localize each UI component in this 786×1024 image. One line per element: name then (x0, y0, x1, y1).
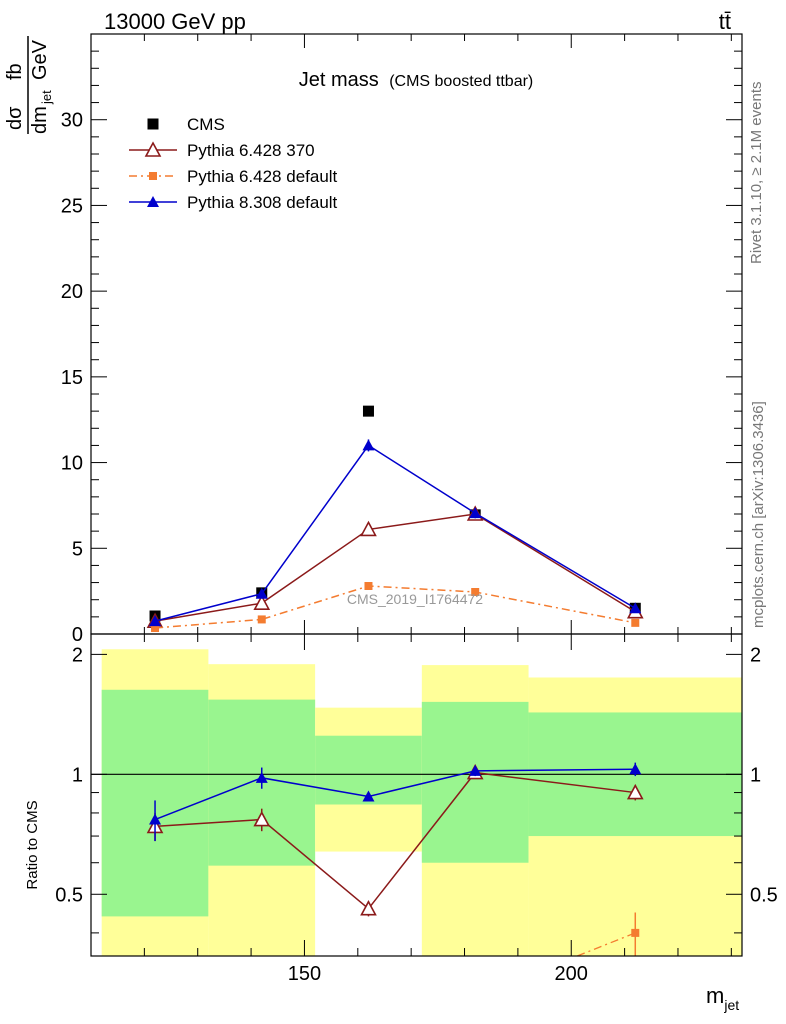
main-point-cms (362, 405, 374, 417)
x-axis-label-sub: jet (723, 997, 739, 1013)
ratio-point-pythia-6-428-370 (253, 810, 271, 827)
main-point-pythia-6-428-370 (253, 594, 271, 610)
main-point-pythia-8-308-default (629, 602, 642, 614)
ratio-y-tick-label: 1 (72, 764, 83, 786)
ratio-point-pythia-8-308-default (362, 790, 375, 802)
ratio-point-pythia-8-308-default (469, 764, 482, 776)
ratio-band-inner (421, 701, 529, 863)
header-collision-label: 13000 GeV pp (104, 9, 246, 34)
main-point-pythia-8-308-default (255, 587, 268, 599)
main-y-tick-label: 15 (61, 367, 83, 389)
main-point-pythia-6-428-370 (360, 520, 377, 537)
main-point-pythia-6-428-default (631, 618, 640, 627)
legend-label-pythia-8-308-default: Pythia 8.308 default (187, 193, 338, 212)
ylabel-numerator-left: dσ (4, 106, 26, 130)
main-point-pythia-8-308-default (149, 615, 162, 627)
ylabel-denominator-sub: jet (39, 90, 54, 105)
ylabel-denominator-right: GeV (29, 39, 51, 80)
main-y-tick-label: 10 (61, 453, 83, 475)
legend-label-pythia-6-428-default: Pythia 6.428 default (187, 167, 338, 186)
analysis-watermark: CMS_2019_I1764472 (347, 591, 483, 607)
legend-marker-cms (147, 118, 159, 130)
main-point-pythia-6-428-default (151, 624, 160, 632)
ratio-point-pythia-8-308-default (629, 763, 642, 775)
legend-marker-pythia-6-428-default (149, 172, 157, 180)
x-tick-label: 200 (555, 963, 588, 985)
ylabel-numerator-right: fb (4, 63, 26, 80)
ratio-point-pythia-8-308-default (255, 771, 268, 783)
x-axis-label-main: m (706, 983, 724, 1008)
ratio-y-tick-label-right: 0.5 (750, 884, 778, 906)
main-point-pythia-6-428-default (471, 588, 480, 596)
ratio-point-pythia-6-428-370 (626, 783, 644, 800)
ylabel-denominator-left: dm (29, 106, 51, 134)
ratio-y-tick-label-right: 1 (750, 764, 761, 786)
mcplots-label: mcplots.cern.ch [arXiv:1306.3436] (750, 401, 767, 628)
rivet-version-label: Rivet 3.1.10, ≥ 2.1M events (748, 82, 765, 265)
ratio-plot-frame (90, 633, 743, 957)
main-point-pythia-8-308-default (362, 439, 375, 451)
chart-title-sub: (CMS boosted ttbar) (389, 73, 533, 90)
ratio-point-pythia-6-428-370 (360, 900, 377, 916)
ratio-y-axis-label: Ratio to CMS (24, 800, 41, 889)
legend-marker-pythia-6-428-370 (144, 141, 162, 157)
x-tick-label: 150 (288, 963, 321, 985)
ratio-point-pythia-8-308-default (149, 813, 162, 825)
ratio-y-tick-label: 2 (72, 644, 83, 666)
chart-title: Jet mass (CMS boosted ttbar) (299, 69, 534, 91)
main-point-pythia-6-428-default (257, 615, 266, 624)
legend-marker-pythia-8-308-default (147, 196, 159, 207)
chart-title-main: Jet mass (299, 69, 379, 91)
main-y-tick-label: 20 (61, 281, 83, 303)
main-point-pythia-6-428-default (364, 582, 373, 590)
legend: CMS Pythia 6.428 370 Pythia 6.428 default P… (129, 115, 338, 212)
ratio-point-pythia-6-428-default (631, 928, 640, 937)
legend-label-pythia-6-428-370: Pythia 6.428 370 (187, 141, 315, 160)
ratio-y-tick-label: 0.5 (55, 884, 83, 906)
ratio-line-pythia-6-428-default (577, 932, 636, 957)
legend-label-cms: CMS (187, 115, 225, 134)
main-y-tick-label: 0 (72, 624, 83, 646)
x-axis-label: mjet (706, 983, 739, 1013)
main-y-tick-label: 25 (61, 195, 83, 217)
main-y-tick-label: 5 (72, 538, 83, 560)
main-y-axis-label: dσ fb dm jet GeV (4, 36, 54, 134)
main-point-pythia-8-308-default (469, 507, 482, 519)
ratio-y-tick-label-right: 2 (750, 644, 761, 666)
header-process-label: tt̄ (719, 9, 731, 34)
main-y-tick-label: 30 (61, 110, 83, 132)
